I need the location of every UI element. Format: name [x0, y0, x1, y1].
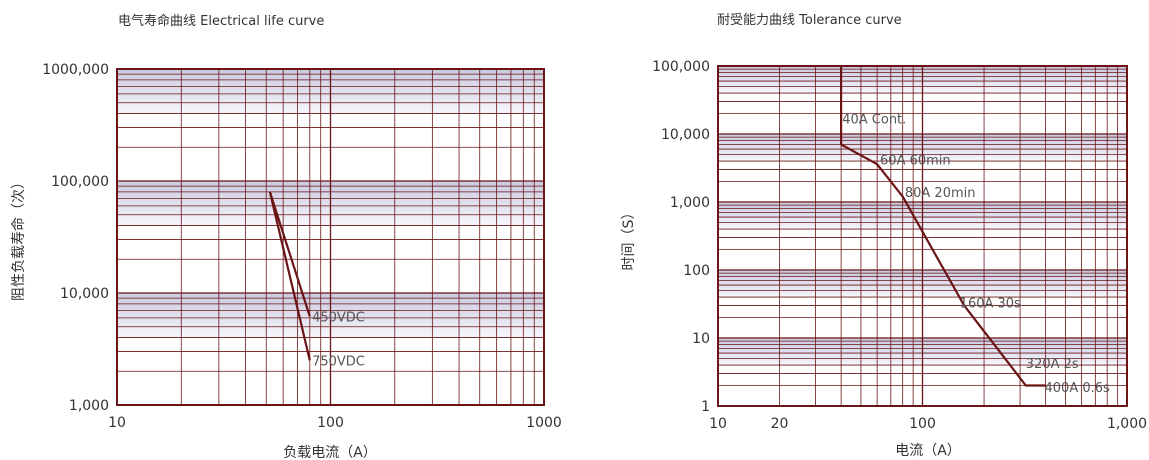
chart2-grid [717, 65, 1128, 407]
chart2-annotation: 60A 60min [880, 154, 951, 169]
chart2-annotation: 400A 0.6s [1045, 381, 1111, 396]
chart1-annotations: 450VDC 750VDC [312, 310, 365, 369]
chart2-annotation: 160A 30s [960, 297, 1021, 312]
chart1-x-tick-label: 100 [317, 415, 344, 431]
chart1-y-tick-label: 100,000 [51, 174, 109, 190]
chart2-x-tick-label: 1,000 [1107, 416, 1147, 432]
chart2-title: 耐受能力曲线 Tolerance curve [717, 13, 902, 28]
chart1-x-tick-label: 10 [108, 415, 126, 431]
chart1-y-tick-label: 1000,000 [42, 62, 109, 78]
chart2-y-tick-label: 1 [701, 399, 710, 415]
chart1-y-tick-label: 10,000 [60, 286, 109, 302]
chart1-series-line-0 [268, 191, 311, 317]
chart2-y-tick-label: 10 [692, 331, 710, 347]
chart2-annotation: 320A 2s [1026, 357, 1079, 372]
chart2-y-tick-label: 100,000 [652, 59, 710, 75]
chart1-y-tick-label: 1,000 [69, 398, 109, 414]
chart2-x-tick-label: 100 [909, 416, 936, 432]
chart2-series-line-0 [839, 66, 1046, 387]
chart1-series-line-1 [268, 191, 311, 361]
chart2-y-tick-label: 10,000 [661, 127, 710, 143]
chart1-xlabel: 负载电流（A） [283, 445, 377, 460]
electrical-life-chart: 电气寿命曲线 Electrical life curve 负载电流（A） 阻性负… [10, 13, 562, 460]
chart2-y-tick-label: 1,000 [670, 195, 710, 211]
chart1-annotation: 450VDC [312, 310, 365, 325]
chart2-y-tick-label: 100 [683, 263, 710, 279]
chart2-annotation: 40A Cont. [842, 112, 906, 127]
chart1-tick-labels: 10 100 1000 1,000 10,000 100,000 1000,000 [42, 62, 562, 431]
chart2-plot-border [717, 65, 1128, 407]
chart1-title: 电气寿命曲线 Electrical life curve [118, 13, 324, 29]
chart2-ylabel: 时间（S） [621, 206, 637, 271]
chart1-plot-border [116, 68, 545, 406]
chart1-annotation: 750VDC [312, 354, 365, 369]
chart2-x-tick-label: 20 [771, 416, 789, 432]
chart2-annotation: 80A 20min [905, 186, 976, 201]
chart1-ylabel: 阻性负载寿命（次） [10, 175, 27, 301]
chart2-series [839, 66, 1046, 387]
chart1-grid [116, 68, 545, 406]
chart2-x-tick-label: 10 [709, 416, 727, 432]
chart2-xlabel: 电流（A） [895, 443, 961, 459]
tolerance-chart: 耐受能力曲线 Tolerance curve 电流（A） 时间（S） 10 20 1… [621, 13, 1147, 459]
chart2-annotations: 40A Cont. 60A 60min 80A 20min 160A 30s 320A … [842, 112, 1110, 396]
chart1-x-tick-label: 1000 [526, 415, 562, 431]
chart1-series [268, 191, 311, 361]
